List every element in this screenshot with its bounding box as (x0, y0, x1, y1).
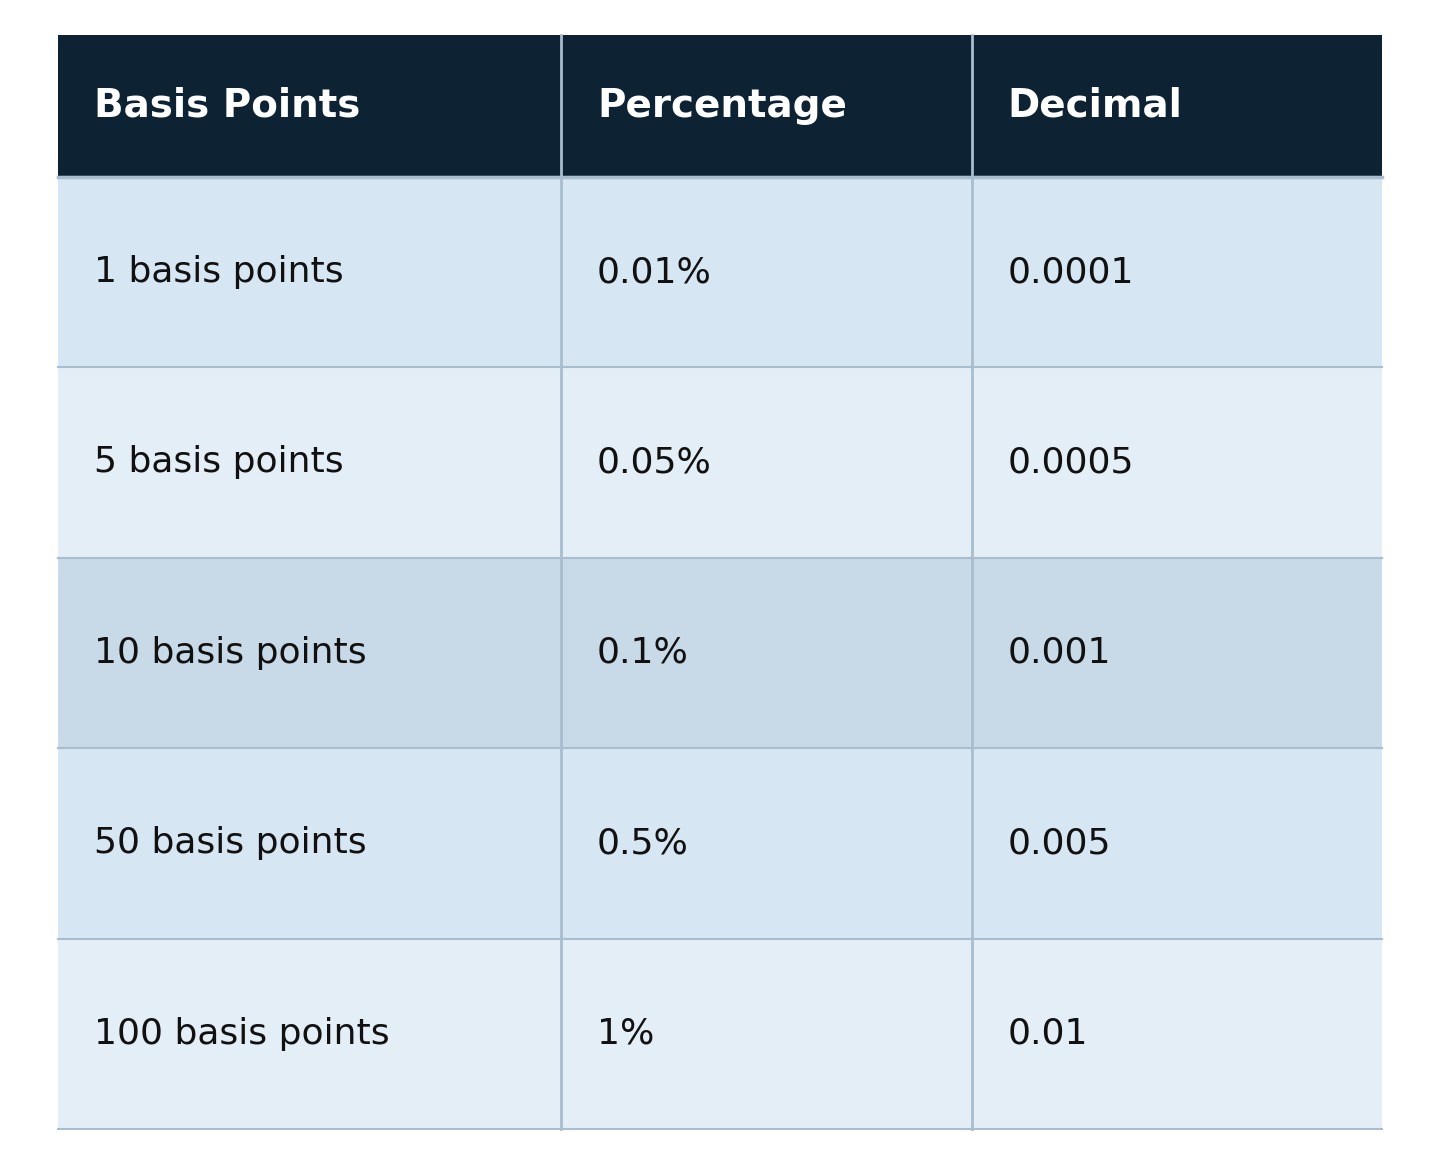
Bar (58, 748, 1382, 939)
Text: 100 basis points: 100 basis points (94, 1017, 389, 1051)
Text: 0.0005: 0.0005 (1008, 446, 1135, 479)
Text: 0.0001: 0.0001 (1008, 255, 1135, 289)
Text: 5 basis points: 5 basis points (94, 446, 343, 479)
Bar (58, 35, 1382, 177)
Text: 10 basis points: 10 basis points (94, 636, 366, 670)
Bar (58, 367, 1382, 558)
Text: 0.05%: 0.05% (598, 446, 711, 479)
Text: Decimal: Decimal (1008, 86, 1182, 124)
Bar (58, 558, 1382, 748)
Text: 0.01%: 0.01% (598, 255, 711, 289)
Text: 0.1%: 0.1% (598, 636, 688, 670)
Text: 0.01: 0.01 (1008, 1017, 1089, 1051)
Text: 0.001: 0.001 (1008, 636, 1112, 670)
Text: 1 basis points: 1 basis points (94, 255, 343, 289)
Text: 1%: 1% (598, 1017, 654, 1051)
Text: 50 basis points: 50 basis points (94, 826, 366, 861)
Bar (58, 176, 1382, 367)
Bar (58, 939, 1382, 1129)
Text: 0.005: 0.005 (1008, 826, 1112, 861)
Text: 0.5%: 0.5% (598, 826, 688, 861)
Text: Basis Points: Basis Points (94, 86, 360, 124)
Text: Percentage: Percentage (598, 86, 847, 124)
